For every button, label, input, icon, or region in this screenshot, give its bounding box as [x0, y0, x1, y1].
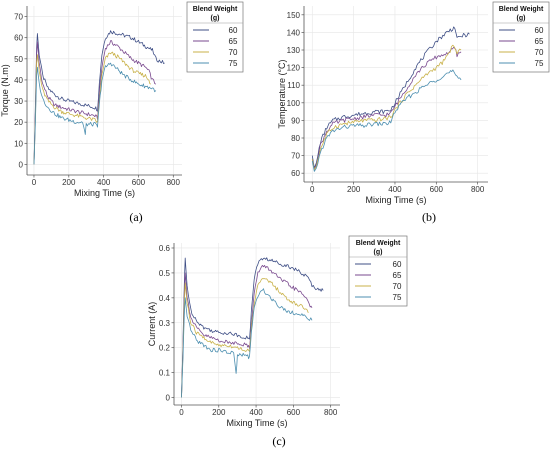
y-tick-label: 80: [291, 134, 300, 143]
x-tick-label: 800: [324, 408, 338, 417]
chart-temperature: 0 200 400 600 800 60 70 80 90 100 110 120 130 140 150 M…: [277, 1, 550, 224]
legend-subtitle: (g): [374, 249, 383, 256]
series-line-70: [33, 51, 151, 165]
x-tick-label: 0: [310, 185, 315, 194]
legend-subtitle: (g): [211, 15, 220, 22]
y-axis-title: Current (A): [147, 302, 157, 347]
panel-label: (c): [272, 434, 285, 448]
x-tick-label: 0: [32, 178, 37, 187]
y-tick-label: 110: [287, 81, 300, 90]
legend-box: [348, 235, 408, 307]
legend-entry-65: 65: [393, 271, 402, 280]
legend-entry-65: 65: [229, 37, 238, 46]
x-tick-label: 600: [132, 178, 146, 187]
series-line-60: [311, 26, 470, 169]
panel-label: (a): [129, 210, 142, 224]
chart-current: 0 200 400 600 800 0 0.1 0.2 0.3 0.4 0.5 0.6 Mixing T…: [147, 235, 408, 448]
legend-entry-60: 60: [393, 260, 402, 269]
x-tick-label: 400: [388, 185, 402, 194]
x-tick-label: 800: [471, 185, 485, 194]
legend-title: Blend Weight: [499, 6, 544, 13]
legend-entry-65: 65: [535, 37, 544, 46]
x-tick-label: 600: [287, 408, 301, 417]
legend-subtitle: (g): [517, 15, 526, 22]
y-tick-label: 150: [287, 11, 301, 20]
x-tick-label: 400: [97, 178, 111, 187]
y-tick-label: 70: [291, 152, 300, 161]
y-tick-label: 40: [14, 76, 23, 85]
y-tick-label: 130: [287, 46, 301, 55]
plot-area: [304, 6, 488, 182]
legend-entry-75: 75: [393, 293, 402, 302]
y-tick-label: 0.3: [159, 319, 171, 328]
y-tick-label: 0: [19, 160, 24, 169]
series-line-70: [181, 278, 309, 398]
x-tick-label: 800: [167, 178, 181, 187]
legend: Blend Weight (g) 60 65 70 75: [492, 1, 550, 73]
series-line-75: [311, 69, 462, 172]
y-tick-label: 140: [287, 28, 301, 37]
series-line-75: [33, 62, 157, 165]
legend-entry-60: 60: [229, 26, 238, 35]
y-tick-label: 60: [14, 34, 23, 43]
y-tick-label: 20: [14, 118, 23, 127]
legend-title: Blend Weight: [193, 6, 238, 13]
chart-torque: 0 200 400 600 800 0 10 20 30 40 50 60 70 Mixing Time …: [0, 1, 244, 224]
y-tick-label: 10: [14, 139, 23, 148]
legend-entry-75: 75: [229, 59, 238, 68]
series-line-60: [33, 30, 165, 165]
y-tick-label: 30: [14, 97, 23, 106]
legend: Blend Weight (g) 60 65 70 75: [186, 1, 244, 73]
x-tick-label: 200: [212, 408, 226, 417]
y-axis-title: Torque (N.m): [0, 64, 10, 117]
x-axis-title: Mixing Time (s): [74, 188, 135, 198]
y-tick-label: 70: [14, 13, 23, 22]
legend-entry-70: 70: [229, 48, 238, 57]
y-tick-label: 0.6: [159, 244, 171, 253]
legend-entry-70: 70: [393, 282, 402, 291]
y-tick-label: 60: [291, 169, 300, 178]
x-tick-label: 200: [347, 185, 361, 194]
legend-entry-70: 70: [535, 48, 544, 57]
plot-area: [174, 243, 340, 405]
y-tick-label: 0.4: [159, 294, 171, 303]
series-line-65: [181, 265, 313, 398]
legend-box: [492, 1, 550, 73]
y-tick-label: 0.2: [159, 344, 171, 353]
y-tick-label: 0.5: [159, 269, 171, 278]
y-tick-label: 0.1: [159, 369, 171, 378]
y-tick-label: 50: [14, 55, 23, 64]
x-axis-title: Mixing Time (s): [365, 195, 426, 205]
y-tick-label: 100: [287, 99, 301, 108]
x-tick-label: 600: [430, 185, 444, 194]
legend-entry-60: 60: [535, 26, 544, 35]
y-axis-title: Temperature (°C): [277, 59, 287, 128]
y-tick-label: 90: [291, 116, 300, 125]
legend-entry-75: 75: [535, 59, 544, 68]
y-tick-label: 0: [166, 394, 171, 403]
y-tick-label: 120: [287, 64, 301, 73]
series-line-60: [181, 257, 324, 398]
x-tick-label: 400: [249, 408, 263, 417]
panel-label: (b): [422, 210, 436, 224]
legend-box: [186, 1, 244, 73]
plot-area: [27, 6, 182, 175]
x-axis-title: Mixing Time (s): [226, 418, 287, 428]
x-tick-label: 200: [62, 178, 76, 187]
legend-title: Blend Weight: [356, 240, 401, 247]
series-line-70: [311, 44, 462, 171]
series-line-65: [33, 40, 157, 165]
legend: Blend Weight (g) 60 65 70 75: [348, 235, 408, 307]
series-line-75: [181, 288, 313, 398]
series-line-65: [311, 46, 462, 171]
x-tick-label: 0: [179, 408, 184, 417]
